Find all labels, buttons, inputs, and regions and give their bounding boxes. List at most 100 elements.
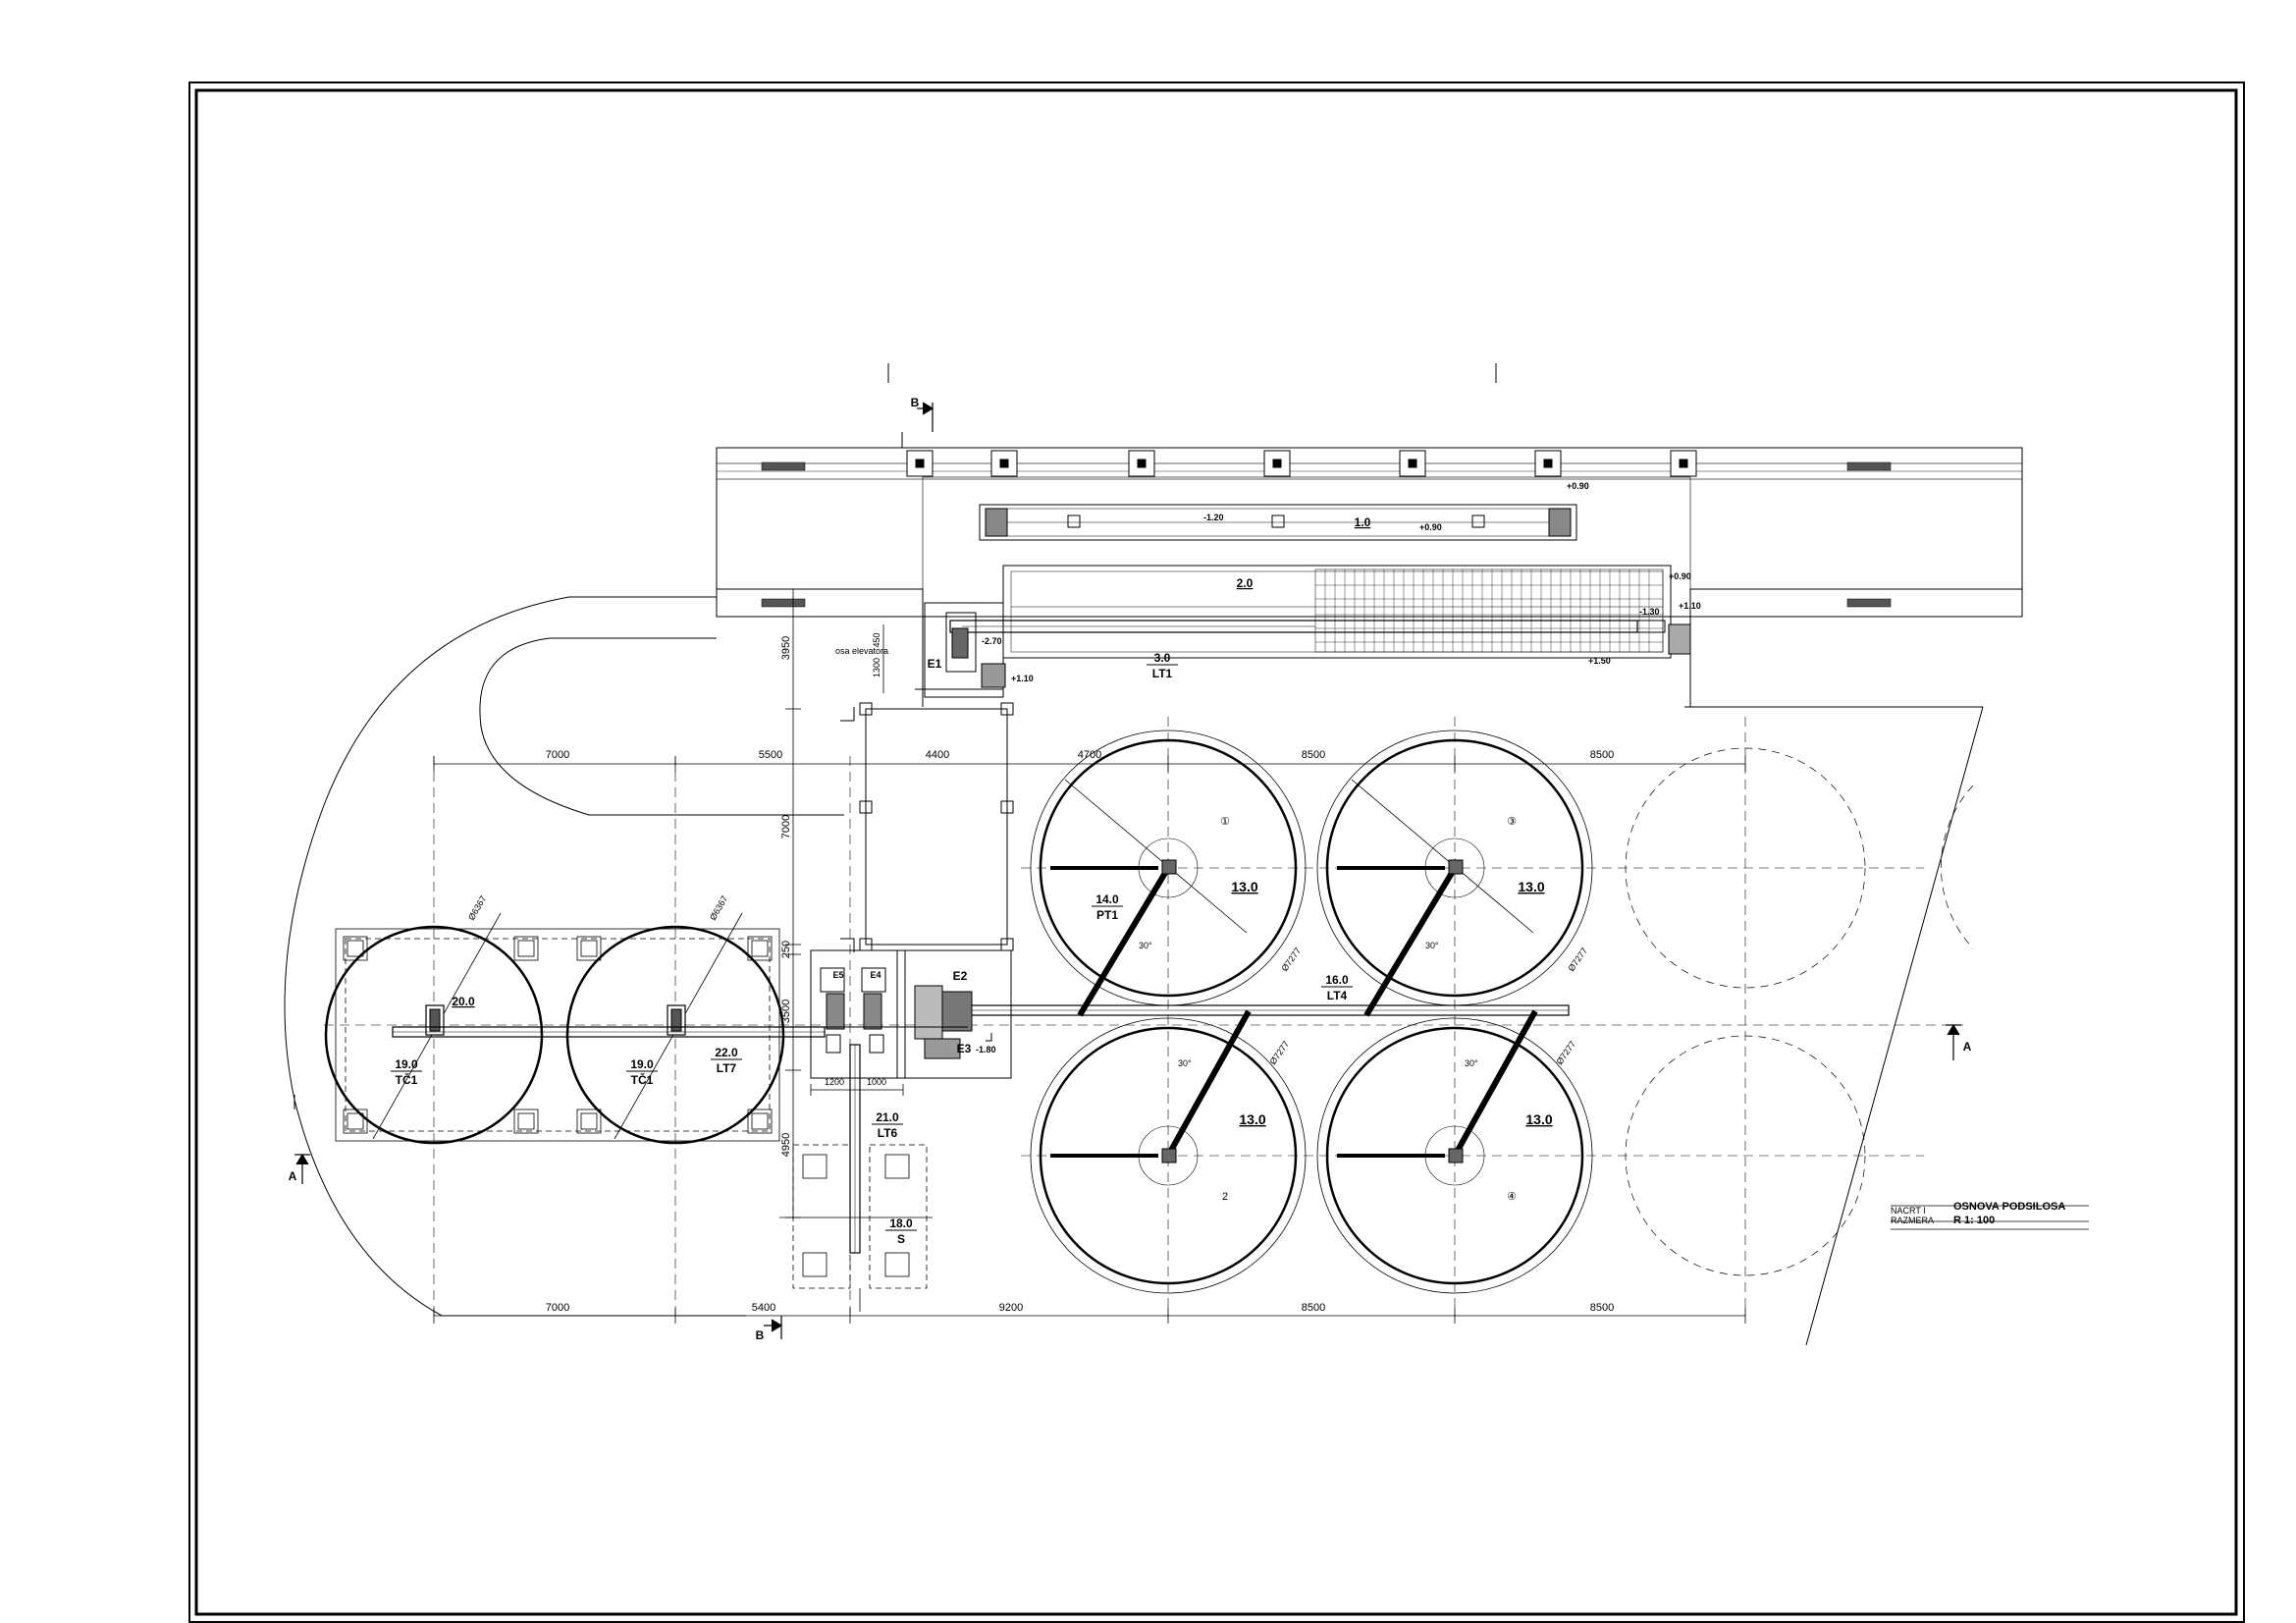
wall-hatches bbox=[761, 461, 1892, 608]
silo-3-diameter: Ø7277 bbox=[1566, 946, 1589, 973]
site-outline bbox=[284, 596, 1984, 1346]
section-mark-b-bottom bbox=[764, 1316, 783, 1339]
central-machinery bbox=[810, 949, 1012, 1079]
bottom-dimension-line bbox=[433, 1308, 1746, 1324]
silo-2-number: 2 bbox=[1222, 1191, 1228, 1203]
dim-small-4: 450 bbox=[872, 632, 881, 647]
top-building bbox=[716, 363, 2023, 707]
dim-top-1: 7000 bbox=[546, 749, 569, 761]
label-lt4: 16.0 LT4 bbox=[1321, 973, 1353, 1002]
silo-2 bbox=[1030, 1009, 1307, 1294]
svg-text:LT1: LT1 bbox=[1152, 667, 1173, 680]
svg-text:21.0: 21.0 bbox=[876, 1110, 899, 1124]
section-mark-b-top bbox=[917, 402, 934, 432]
conveyor-belt-1 bbox=[979, 504, 1577, 541]
label-e5: E5 bbox=[832, 970, 843, 980]
svg-text:18.0: 18.0 bbox=[889, 1217, 913, 1230]
svg-text:-1.80: -1.80 bbox=[976, 1045, 996, 1055]
conveyor-belt-2 bbox=[949, 565, 1691, 659]
label-belt-1: 1.0 bbox=[1355, 515, 1371, 529]
label-s: 18.0 S bbox=[885, 1217, 917, 1246]
silo-2-value: 13.0 bbox=[1239, 1111, 1265, 1127]
label-tank-20: 20.0 bbox=[452, 995, 475, 1008]
silo-2-diameter: Ø7277 bbox=[1267, 1039, 1291, 1066]
svg-text:22.0: 22.0 bbox=[715, 1046, 738, 1059]
svg-text:19.0: 19.0 bbox=[630, 1057, 654, 1071]
svg-text:PT1: PT1 bbox=[1096, 908, 1118, 922]
svg-text:LT7: LT7 bbox=[717, 1061, 737, 1075]
label-e2: E2 bbox=[953, 969, 968, 983]
dim-top-6: 8500 bbox=[1590, 749, 1614, 761]
svg-text:+0.90: +0.90 bbox=[1669, 571, 1691, 581]
svg-text:TČ1: TČ1 bbox=[396, 1072, 418, 1087]
svg-text:+1.50: +1.50 bbox=[1588, 656, 1611, 666]
label-e4: E4 bbox=[870, 970, 881, 980]
left-tank-foundation bbox=[335, 928, 780, 1142]
elevation-marks: +0.90 -1.20 +0.90 +0.90 -1.30 +1.10 +1.5… bbox=[976, 481, 1701, 1055]
future-silos bbox=[1625, 747, 1974, 1276]
svg-text:+0.90: +0.90 bbox=[1567, 481, 1589, 491]
title-block bbox=[1891, 1205, 2089, 1230]
drawing-border bbox=[188, 81, 2245, 1623]
label-lt6: 21.0 LT6 bbox=[872, 1110, 903, 1140]
label-pt1: 14.0 PT1 bbox=[1092, 893, 1123, 922]
svg-text:LT6: LT6 bbox=[878, 1126, 898, 1140]
drawing-title: OSNOVA PODSILOSA bbox=[1953, 1201, 2065, 1213]
silo-4 bbox=[1316, 1009, 1593, 1294]
dim-bottom-4: 8500 bbox=[1302, 1302, 1325, 1314]
dim-top-3: 4400 bbox=[926, 749, 949, 761]
elevator-e1 bbox=[915, 602, 1006, 698]
dim-vert-3: 250 bbox=[780, 941, 792, 958]
section-mark-a-left bbox=[294, 1153, 310, 1184]
dim-vert-5: 4950 bbox=[780, 1133, 792, 1157]
silo-4-diameter: Ø7277 bbox=[1554, 1039, 1577, 1066]
title-label-1: NACRT I bbox=[1891, 1206, 1926, 1216]
silo-2-angle: 30° bbox=[1178, 1058, 1192, 1068]
tank-diameter-right: Ø6367 bbox=[708, 894, 729, 922]
silo-3-angle: 30° bbox=[1425, 941, 1439, 950]
label-osa-elevatora: osa elevatora bbox=[835, 646, 888, 656]
svg-text:+0.90: +0.90 bbox=[1419, 522, 1442, 532]
section-a-left-label: A bbox=[289, 1169, 297, 1183]
top-columns bbox=[906, 450, 1697, 477]
bottom-hoppers bbox=[779, 1144, 933, 1312]
label-e3: E3 bbox=[957, 1042, 972, 1055]
silo-4-angle: 30° bbox=[1465, 1058, 1478, 1068]
svg-text:16.0: 16.0 bbox=[1325, 973, 1349, 987]
label-tc1-left: 19.0 TČ1 bbox=[391, 1057, 422, 1087]
dim-bottom-1: 7000 bbox=[546, 1302, 569, 1314]
svg-text:LT4: LT4 bbox=[1327, 989, 1348, 1002]
silo-1-diameter: Ø7277 bbox=[1279, 946, 1303, 973]
section-mark-a-right bbox=[1946, 1023, 1961, 1060]
silo-3-value: 13.0 bbox=[1518, 879, 1544, 894]
dim-bottom-5: 8500 bbox=[1590, 1302, 1614, 1314]
label-belt-2: 2.0 bbox=[1237, 576, 1254, 590]
dim-small-1: 1200 bbox=[825, 1077, 844, 1087]
svg-text:+1.10: +1.10 bbox=[1679, 601, 1701, 611]
tank-diameter-left: Ø6367 bbox=[466, 894, 488, 922]
silo-3 bbox=[1316, 730, 1593, 1017]
silo-3-number: ③ bbox=[1507, 816, 1517, 828]
svg-text:14.0: 14.0 bbox=[1095, 893, 1119, 906]
svg-text:-1.20: -1.20 bbox=[1203, 513, 1224, 522]
section-a-right-label: A bbox=[1963, 1040, 1972, 1054]
silo-1 bbox=[1030, 730, 1307, 1017]
dim-vert-4: 3500 bbox=[780, 1000, 792, 1023]
section-b-bottom-label: B bbox=[756, 1328, 765, 1342]
vertical-dimension-line bbox=[785, 588, 884, 1218]
svg-text:+1.10: +1.10 bbox=[1011, 674, 1034, 683]
dim-top-2: 5500 bbox=[759, 749, 782, 761]
section-b-top-label: B bbox=[911, 396, 920, 409]
silo-1-number: ① bbox=[1220, 816, 1230, 828]
dim-vert-1: 3950 bbox=[780, 636, 792, 660]
svg-text:-2.70: -2.70 bbox=[982, 636, 1002, 646]
drawing-scale: R 1: 100 bbox=[1953, 1215, 1995, 1226]
label-lt7: 22.0 LT7 bbox=[711, 1046, 742, 1075]
label-e1: E1 bbox=[928, 657, 942, 671]
svg-text:S: S bbox=[897, 1232, 905, 1246]
silo-1-angle: 30° bbox=[1139, 941, 1152, 950]
silo-1-value: 13.0 bbox=[1231, 879, 1257, 894]
title-label-2: RAZMERA bbox=[1891, 1216, 1934, 1225]
dim-top-5: 8500 bbox=[1302, 749, 1325, 761]
